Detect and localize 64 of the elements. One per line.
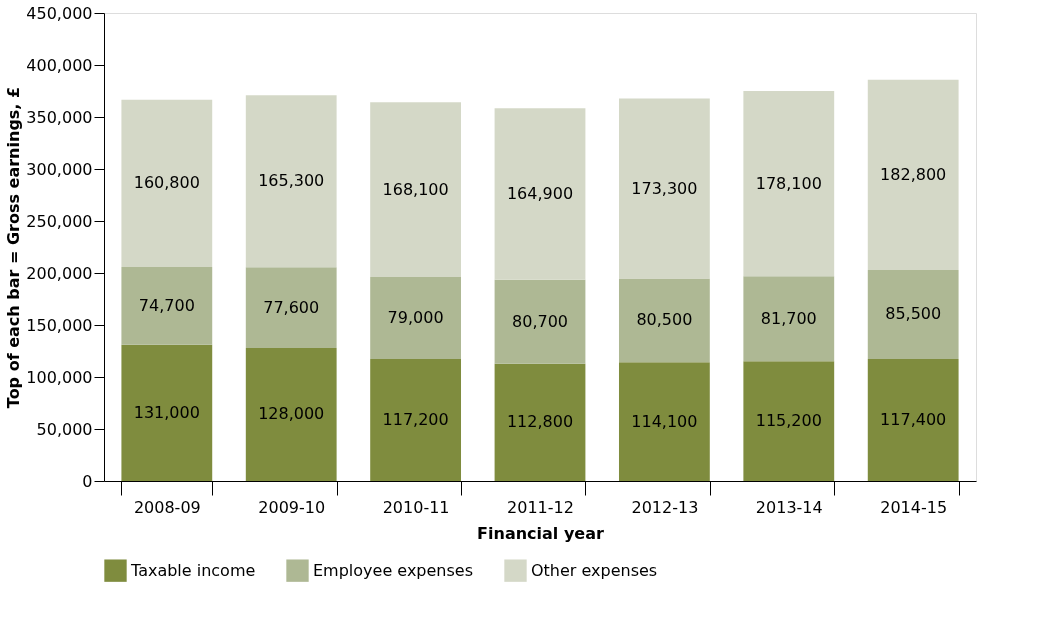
data-label: 160,800: [133, 173, 200, 193]
data-label: 85,500: [885, 304, 942, 324]
bar: [494, 279, 586, 364]
y-tick-label: 200,000: [26, 263, 93, 283]
y-tick-label: 450,000: [26, 3, 93, 23]
y-tick-label: 0: [82, 471, 93, 491]
bar: [867, 358, 959, 481]
data-label: 80,700: [512, 311, 568, 331]
bar: [121, 267, 213, 345]
data-label: 115,200: [755, 411, 822, 431]
bar: [370, 276, 462, 360]
data-label: 114,100: [631, 411, 698, 431]
bar: [867, 79, 959, 270]
data-label: 117,200: [382, 410, 449, 430]
x-tick-label: 2012-13: [631, 497, 699, 517]
bar: [867, 269, 959, 359]
bar: [370, 359, 462, 481]
y-axis-title: Top of each bar = Gross earnings, £: [4, 86, 24, 409]
legend-label: Employee expenses: [313, 560, 474, 580]
bar: [743, 276, 835, 362]
bar: [743, 91, 835, 277]
y-tick-label: 250,000: [26, 211, 93, 231]
y-tick-label: 400,000: [26, 55, 93, 75]
data-label: 112,800: [506, 412, 574, 432]
bar: [618, 362, 710, 481]
x-tick-label: 2011-12: [507, 497, 574, 517]
data-label: 165,300: [258, 171, 325, 191]
bar: [245, 347, 337, 481]
bar: [494, 108, 586, 280]
data-label: 80,500: [636, 310, 693, 330]
x-axis-title: Financial year: [477, 523, 604, 543]
bar: [494, 363, 586, 481]
x-tick-label: 2009-10: [258, 497, 326, 517]
x-tick-label: 2008-09: [133, 497, 201, 517]
bar: [121, 99, 213, 268]
bar: [618, 278, 710, 363]
data-label: 131,000: [133, 402, 200, 422]
data-label: 81,700: [760, 308, 817, 328]
bar: [743, 361, 835, 481]
data-label: 79,000: [387, 308, 444, 328]
bar: [245, 267, 337, 348]
legend-label: Taxable income: [130, 560, 256, 580]
y-tick-label: 150,000: [26, 315, 93, 335]
y-tick-label: 100,000: [26, 367, 93, 387]
bar: [245, 95, 337, 268]
y-tick-label: 350,000: [26, 107, 93, 127]
bar: [618, 98, 710, 279]
bar: [121, 344, 213, 481]
data-label: 173,300: [631, 178, 698, 198]
x-tick-label: 2010-11: [382, 497, 450, 517]
data-label: 178,100: [755, 173, 822, 193]
data-label: 168,100: [382, 179, 449, 199]
x-tick-label: 2013-14: [755, 497, 823, 517]
data-label: 128,000: [258, 404, 325, 424]
data-label: 77,600: [263, 297, 320, 317]
bar: [370, 102, 462, 277]
y-tick-label: 300,000: [26, 159, 93, 179]
data-label: 74,700: [138, 295, 195, 315]
data-label: 164,900: [506, 184, 574, 204]
data-label: 117,400: [880, 409, 947, 429]
data-label: 182,800: [880, 164, 947, 184]
y-tick-label: 50,000: [36, 419, 93, 439]
legend-label: Other expenses: [531, 560, 658, 580]
x-tick-label: 2014-15: [880, 497, 948, 517]
